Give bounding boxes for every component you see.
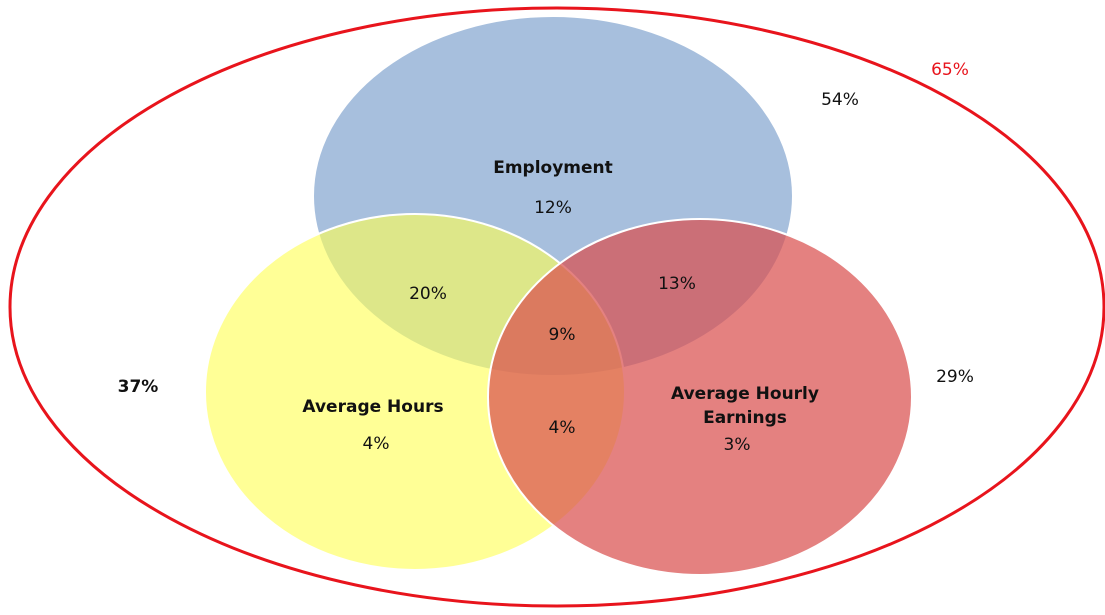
set-name: Average Hours [302,397,444,417]
earnings-circle [487,218,913,576]
set-name: Employment [493,158,613,178]
set-only-value: 12% [534,198,572,218]
overlap-value: 20% [409,284,447,304]
overlap-value: 13% [658,274,696,294]
set-only-value: 4% [362,434,390,454]
outside-label: 54% [821,90,859,110]
overlap-value: 9% [548,325,576,345]
outside-label: 37% [117,377,159,397]
universe-ellipse [8,6,1105,608]
set-name: Average Hourly Earnings [671,384,819,428]
outside-label: 29% [936,367,974,387]
set-only-value: 3% [723,435,751,455]
universe-label: 65% [931,60,969,80]
overlap-value: 4% [548,418,576,438]
